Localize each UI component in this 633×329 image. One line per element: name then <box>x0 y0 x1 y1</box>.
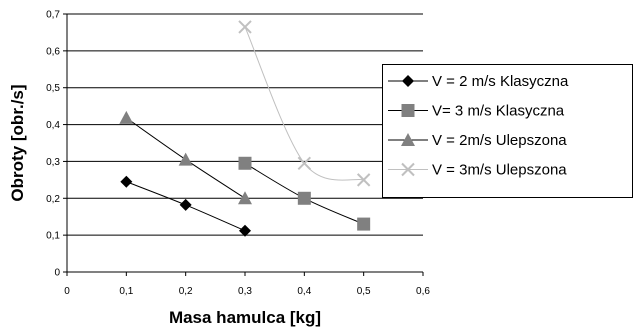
legend-box <box>382 64 633 198</box>
data-point <box>178 152 193 166</box>
legend-item: V= 3 m/s Klasyczna <box>388 103 565 120</box>
data-point <box>239 224 251 237</box>
x-tick-label: 0,4 <box>297 286 311 297</box>
legend: V = 2 m/s Klasyczna V= 3 m/s Klasyczna V =… <box>382 64 633 198</box>
legend-item: V = 2 m/s Klasyczna <box>388 73 569 90</box>
legend-label: V = 2m/s Ulepszona <box>432 132 567 149</box>
y-axis-ticks: 0 0,1 0,2 0,3 0,4 0,5 0,6 0,7 <box>46 10 67 279</box>
data-point <box>297 156 312 170</box>
legend-item: V = 2m/s Ulepszona <box>388 132 567 149</box>
series-2 <box>238 156 371 231</box>
y-tick-label: 0,5 <box>46 83 60 94</box>
x-tick-label: 0,3 <box>238 286 252 297</box>
data-point <box>238 20 252 34</box>
data-point <box>297 191 311 205</box>
data-point <box>357 217 371 231</box>
x-axis-title: Masa hamulca [kg] <box>169 308 321 327</box>
series-line <box>244 26 364 181</box>
series-4 <box>238 20 371 187</box>
y-tick-label: 0,4 <box>46 120 60 131</box>
y-tick-label: 0,7 <box>46 10 60 21</box>
data-point <box>119 110 134 124</box>
series-3 <box>119 110 252 205</box>
data-point <box>238 156 252 170</box>
legend-marker <box>401 104 415 117</box>
x-marker-stroke <box>356 173 371 187</box>
y-tick-label: 0,1 <box>46 231 60 242</box>
y-tick-label: 0,2 <box>46 194 60 205</box>
y-tick-label: 0 <box>54 268 60 279</box>
legend-label: V = 2 m/s Klasyczna <box>432 73 569 90</box>
x-marker-stroke <box>238 20 252 34</box>
legend-label: V = 3m/s Ulepszona <box>432 162 567 179</box>
data-point <box>179 198 192 211</box>
x-marker-stroke <box>297 156 312 170</box>
x-marker-stroke <box>401 162 415 177</box>
x-tick-label: 0 <box>64 286 70 297</box>
series-group <box>119 20 371 237</box>
data-point <box>238 191 252 205</box>
x-axis-ticks: 0 0,1 0,2 0,3 0,4 0,5 0,6 <box>64 272 430 297</box>
data-point <box>120 175 133 188</box>
legend-marker <box>401 133 415 146</box>
y-tick-label: 0,6 <box>46 46 60 57</box>
legend-marker <box>401 162 415 177</box>
legend-marker <box>402 75 414 87</box>
y-tick-label: 0,3 <box>46 157 60 168</box>
legend-item: V = 3m/s Ulepszona <box>388 162 567 179</box>
data-point <box>356 173 371 187</box>
series-1 <box>120 175 251 237</box>
legend-label: V= 3 m/s Klasyczna <box>432 103 565 120</box>
x-tick-label: 0,2 <box>179 286 193 297</box>
y-axis-title: Obroty [obr./s] <box>8 84 27 201</box>
x-tick-label: 0,6 <box>416 286 430 297</box>
x-tick-label: 0,1 <box>119 286 133 297</box>
x-tick-label: 0,5 <box>357 286 371 297</box>
